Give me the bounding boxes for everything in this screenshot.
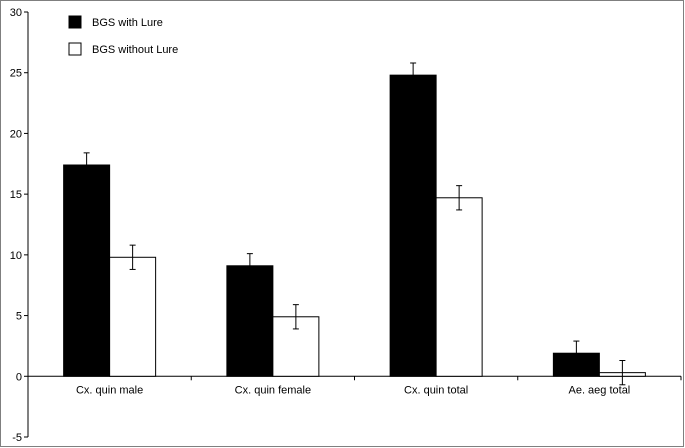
y-tick-label: 10 [10, 250, 22, 262]
y-tick-label: 30 [10, 7, 22, 19]
error-bars [83, 62, 626, 386]
legend-label-without-lure: BGS without Lure [92, 44, 178, 56]
bars [63, 74, 646, 377]
x-category-label: Ae. aeg total [568, 384, 630, 396]
legend: BGS with Lure BGS without Lure [68, 15, 178, 56]
x-category-label: Cx. quin total [404, 384, 468, 396]
legend-swatch-without-lure [68, 42, 82, 56]
y-tick-label: 20 [10, 128, 22, 140]
bar [226, 265, 274, 377]
bar [389, 74, 437, 377]
x-axis-category-labels: Cx. quin male Cx. quin female Cx. quin tot… [76, 384, 630, 396]
y-tick-label: 0 [16, 371, 22, 383]
y-tick-label: 5 [16, 311, 22, 323]
x-category-label: Cx. quin female [235, 384, 311, 396]
y-tick-label: 25 [10, 68, 22, 80]
y-tick-label: 15 [10, 189, 22, 201]
legend-swatch-with-lure [68, 15, 82, 29]
bar [435, 197, 483, 377]
y-axis-tick-labels: 30 25 20 15 10 5 0 -5 [10, 7, 22, 444]
y-tick-label: -5 [12, 432, 22, 444]
x-category-label: Cx. quin male [76, 384, 143, 396]
bar [63, 164, 111, 377]
bar [109, 256, 157, 377]
legend-label-with-lure: BGS with Lure [92, 17, 163, 29]
